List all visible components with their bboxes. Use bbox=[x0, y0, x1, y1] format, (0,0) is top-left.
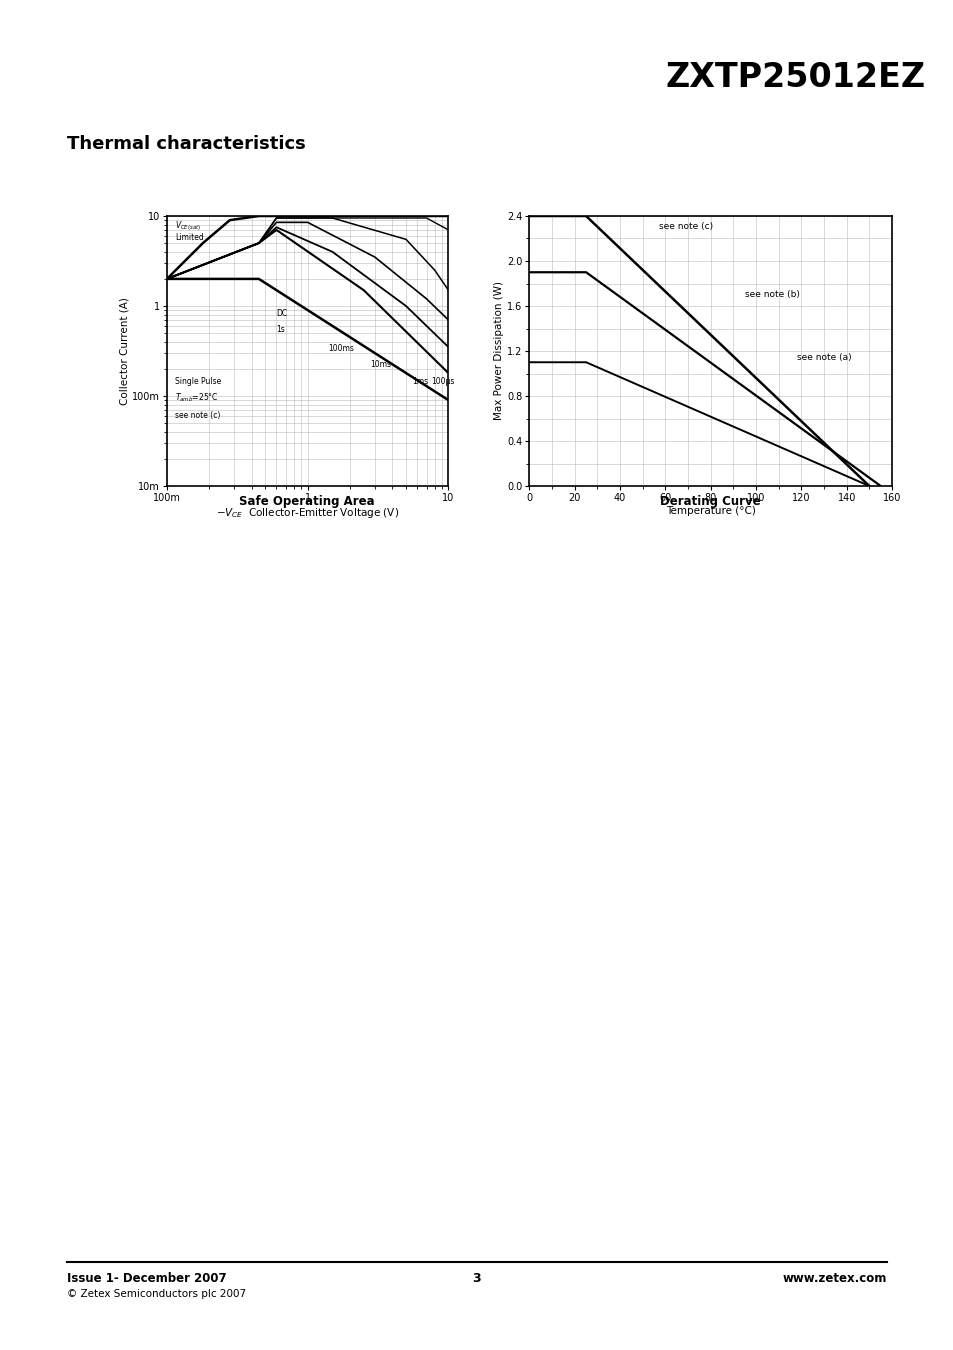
Text: Derating Curve: Derating Curve bbox=[659, 495, 760, 509]
Text: 100ms: 100ms bbox=[328, 343, 354, 352]
Text: 1s: 1s bbox=[276, 324, 285, 333]
Text: © Zetex Semiconductors plc 2007: © Zetex Semiconductors plc 2007 bbox=[67, 1289, 246, 1299]
Y-axis label: Max Power Dissipation (W): Max Power Dissipation (W) bbox=[494, 282, 504, 420]
Text: Safe Operating Area: Safe Operating Area bbox=[239, 495, 375, 509]
Text: $T_{amb}$=25°C: $T_{amb}$=25°C bbox=[175, 392, 219, 405]
Text: Single Pulse: Single Pulse bbox=[175, 377, 221, 386]
Text: ZXTP25012EZ: ZXTP25012EZ bbox=[664, 61, 924, 93]
Text: see note (c): see note (c) bbox=[175, 410, 221, 420]
Text: 1ms: 1ms bbox=[412, 377, 428, 386]
Text: www.zetex.com: www.zetex.com bbox=[782, 1272, 886, 1285]
Text: Thermal characteristics: Thermal characteristics bbox=[67, 135, 305, 153]
Text: 100μs: 100μs bbox=[431, 377, 454, 386]
Y-axis label: Collector Current (A): Collector Current (A) bbox=[119, 297, 130, 405]
Text: Limited: Limited bbox=[175, 232, 204, 242]
Text: 3: 3 bbox=[472, 1272, 481, 1285]
Text: see note (c): see note (c) bbox=[658, 223, 712, 231]
Text: Issue 1- December 2007: Issue 1- December 2007 bbox=[67, 1272, 226, 1285]
Text: 10ms: 10ms bbox=[370, 360, 391, 369]
X-axis label: $-V_{CE}$  Collector-Emitter Voltage (V): $-V_{CE}$ Collector-Emitter Voltage (V) bbox=[216, 506, 398, 520]
Text: DC: DC bbox=[276, 309, 287, 317]
Text: see note (a): see note (a) bbox=[796, 352, 851, 362]
Text: $V_{CE(sat)}$: $V_{CE(sat)}$ bbox=[175, 219, 201, 234]
Text: see note (b): see note (b) bbox=[744, 290, 799, 298]
X-axis label: Temperature (°C): Temperature (°C) bbox=[665, 506, 755, 516]
